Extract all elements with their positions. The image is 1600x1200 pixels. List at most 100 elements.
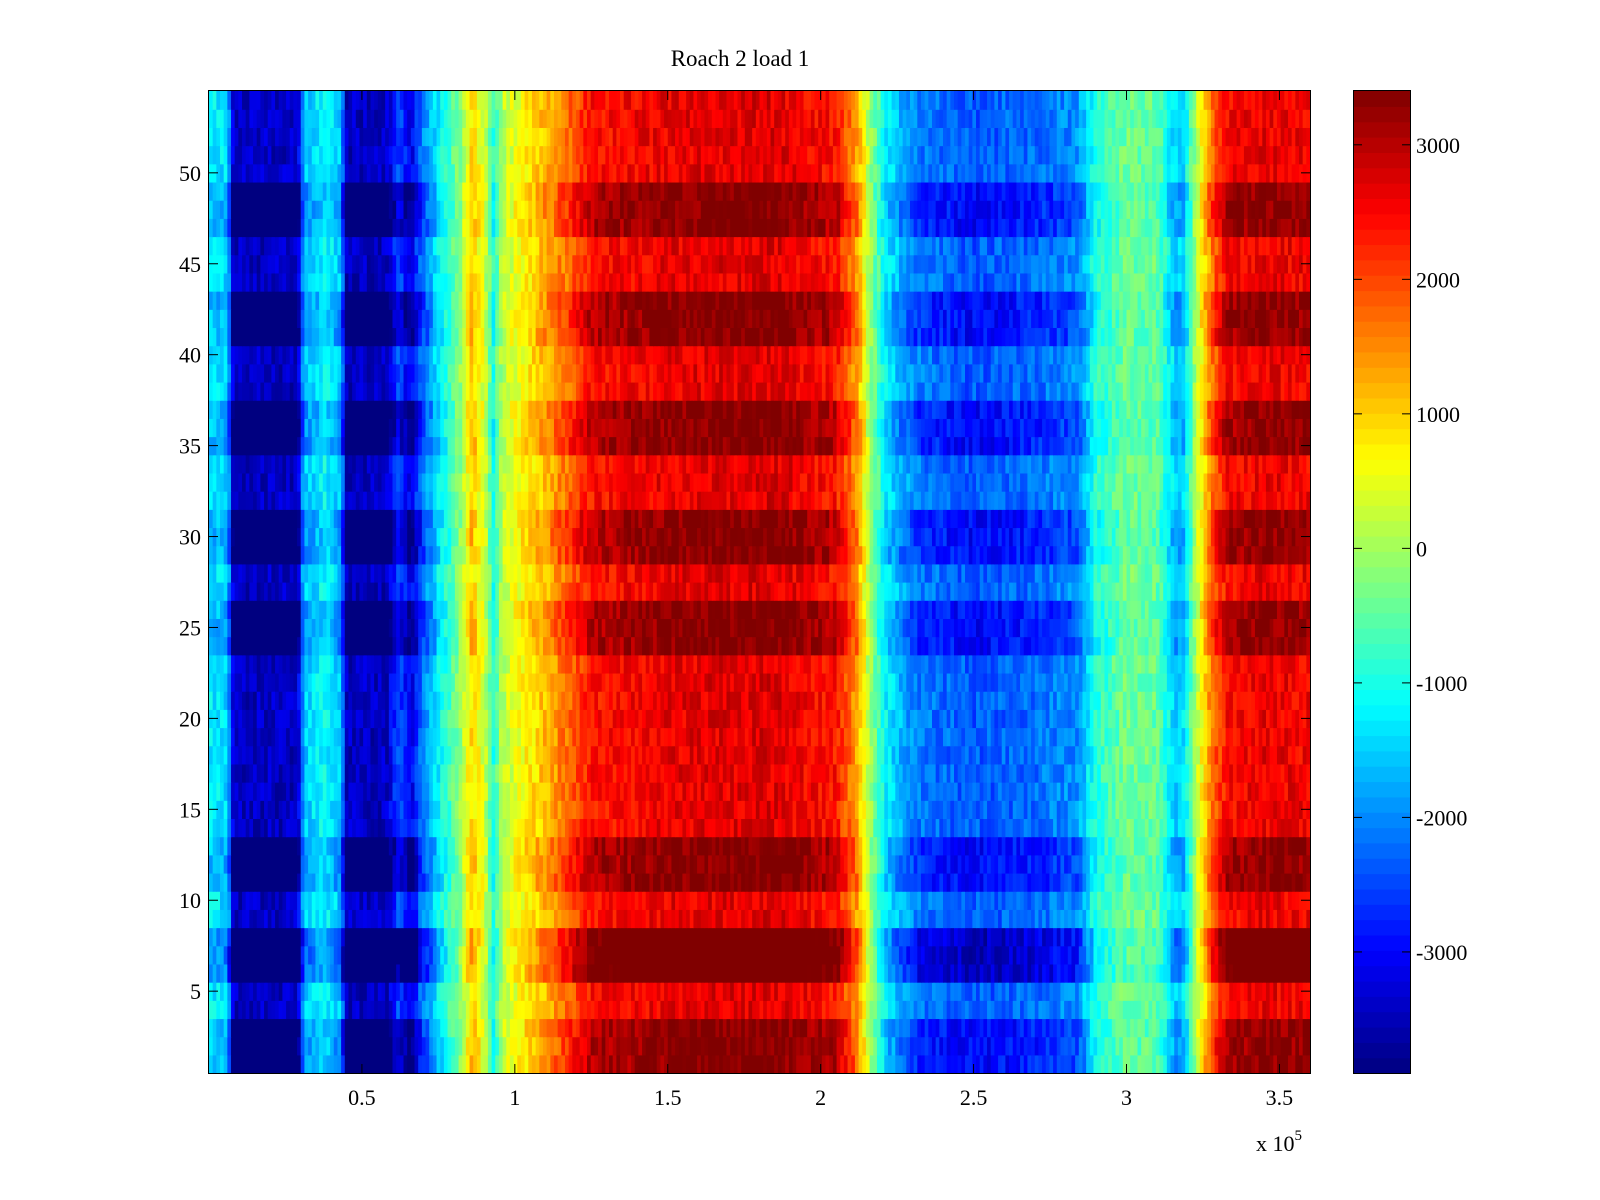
heatmap-cell [363, 891, 368, 910]
heatmap-cell [1042, 909, 1047, 929]
heatmap-cell [931, 836, 937, 856]
heatmap-cell [1159, 1054, 1164, 1074]
heatmap-cell [961, 836, 966, 856]
heatmap-cell [1240, 800, 1245, 820]
heatmap-cell [678, 1054, 684, 1074]
heatmap-cell [440, 945, 445, 965]
heatmap-cell [796, 854, 801, 874]
heatmap-cell [671, 800, 676, 820]
heatmap-cell [920, 909, 926, 929]
heatmap-cell [697, 854, 702, 874]
heatmap-cell [531, 1000, 537, 1020]
heatmap-cell [909, 854, 915, 874]
heatmap-cell [909, 800, 915, 820]
heatmap-cell [1265, 782, 1271, 801]
heatmap-cell [818, 782, 823, 801]
heatmap-cell [517, 927, 522, 947]
heatmap-cell [1115, 927, 1120, 947]
heatmap-cell [1295, 1036, 1300, 1056]
heatmap-cell [564, 800, 570, 820]
heatmap-cell [487, 1000, 493, 1020]
heatmap-cell [972, 782, 977, 801]
heatmap-cell [891, 763, 896, 783]
heatmap-cell [587, 872, 592, 892]
heatmap-cell [1133, 945, 1139, 965]
heatmap-cell [887, 1018, 893, 1038]
heatmap-cell [473, 945, 478, 965]
heatmap-cell [1111, 854, 1117, 874]
heatmap-cell [1159, 836, 1164, 856]
heatmap-cell [1276, 945, 1282, 965]
heatmap-cell [814, 1000, 819, 1020]
heatmap-cell [799, 782, 805, 801]
heatmap-cell [366, 945, 372, 965]
heatmap-cell [711, 891, 717, 910]
heatmap-cell [220, 963, 225, 983]
heatmap-cell [1093, 800, 1098, 820]
heatmap-cell [418, 982, 423, 1001]
heatmap-cell [289, 945, 295, 965]
heatmap-cell [612, 1036, 617, 1056]
heatmap-cell [1049, 927, 1054, 947]
heatmap-cell [770, 872, 775, 892]
heatmap-cell [1302, 818, 1307, 838]
heatmap-cell [322, 782, 328, 801]
heatmap-cell [576, 854, 581, 874]
heatmap-cell [700, 891, 706, 910]
heatmap-cell [1276, 872, 1282, 892]
heatmap-cell [1247, 909, 1252, 929]
heatmap-cell [1159, 927, 1164, 947]
heatmap-cell [788, 1036, 794, 1056]
heatmap-cell [1020, 982, 1025, 1001]
heatmap-cell [421, 982, 427, 1001]
heatmap-cell [1265, 854, 1271, 874]
heatmap-cell [583, 963, 588, 983]
heatmap-cell [946, 1054, 951, 1074]
heatmap-cell [708, 836, 713, 856]
heatmap-cell [1221, 800, 1227, 820]
heatmap-cell [396, 763, 401, 783]
heatmap-cell [906, 836, 911, 856]
heatmap-cell [917, 818, 922, 838]
heatmap-cell [1130, 1036, 1135, 1056]
heatmap-cell [642, 818, 647, 838]
heatmap-cell [432, 891, 438, 910]
heatmap-cell [671, 982, 676, 1001]
heatmap-cell [275, 1018, 280, 1038]
heatmap-cell [337, 909, 342, 929]
heatmap-cell [1177, 927, 1183, 947]
heatmap-cell [891, 1054, 896, 1074]
heatmap-cell [752, 909, 757, 929]
heatmap-cell [1302, 927, 1307, 947]
heatmap-cell [443, 1018, 449, 1038]
heatmap-cell [887, 927, 893, 947]
heatmap-cell [392, 982, 397, 1001]
heatmap-cell [689, 927, 695, 947]
heatmap-cell [220, 1036, 225, 1056]
heatmap-cell [381, 836, 386, 856]
heatmap-cell [954, 800, 959, 820]
heatmap-cell [249, 836, 254, 856]
heatmap-cell [913, 1000, 918, 1020]
heatmap-cell [708, 872, 713, 892]
heatmap-cell [807, 782, 812, 801]
heatmap-cell [1214, 909, 1219, 929]
heatmap-cell [979, 945, 984, 965]
heatmap-cell [293, 945, 298, 965]
heatmap-cell [576, 818, 581, 838]
heatmap-cell [660, 1018, 665, 1038]
heatmap-cell [330, 891, 335, 910]
heatmap-cell [873, 927, 878, 947]
heatmap-cell [553, 1018, 559, 1038]
heatmap-cell [256, 872, 261, 892]
heatmap-cell [1284, 1018, 1289, 1038]
heatmap-cell [333, 872, 339, 892]
heatmap-cell [1298, 1000, 1304, 1020]
heatmap-cell [1155, 1000, 1161, 1020]
heatmap-cell [524, 800, 529, 820]
heatmap-cell [642, 1054, 647, 1074]
heatmap-cell [744, 982, 750, 1001]
heatmap-cell [1170, 1054, 1175, 1074]
heatmap-cell [1159, 982, 1164, 1001]
heatmap-cell [264, 963, 269, 983]
